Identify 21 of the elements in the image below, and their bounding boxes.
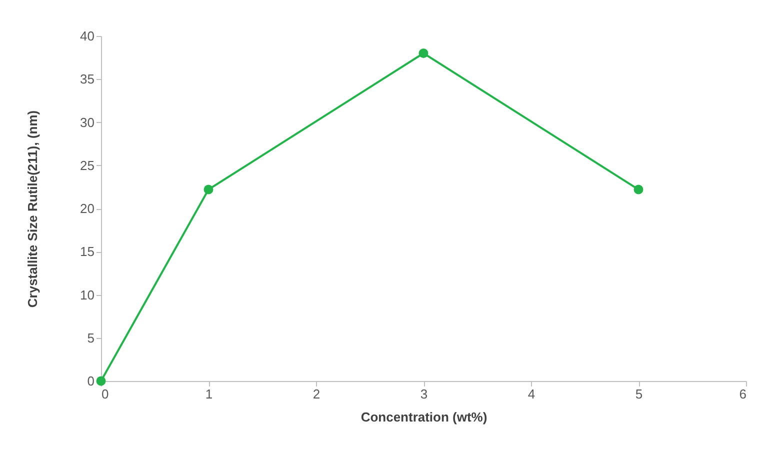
- y-tick-label: 15: [80, 244, 94, 260]
- y-tick-label: 30: [80, 114, 94, 130]
- y-tick-label: 0: [87, 374, 94, 388]
- x-tick-label: 2: [312, 386, 320, 402]
- point: [634, 184, 644, 194]
- point: [204, 184, 214, 194]
- y-tick-label: 20: [80, 201, 94, 216]
- x-tick-label: 5: [635, 386, 643, 402]
- x-tick-label: 4: [528, 386, 536, 402]
- y-tick-label: 35: [80, 72, 94, 87]
- y-tick-label: 25: [80, 158, 94, 173]
- y-tick-label: 5: [87, 330, 94, 346]
- x-axis-title: Concentration (wt%): [360, 410, 488, 424]
- y-tick-label: 40: [80, 28, 94, 44]
- x-tick-label: 1: [205, 386, 213, 402]
- point: [418, 48, 428, 58]
- y-tick-label: 10: [80, 287, 94, 302]
- x-tick-label: 6: [739, 386, 746, 402]
- x-tick-label: 3: [420, 386, 428, 402]
- y-axis-title: Crystallite Size Rutile(211), (nm): [25, 110, 40, 308]
- x-tick-label: 0: [102, 386, 109, 402]
